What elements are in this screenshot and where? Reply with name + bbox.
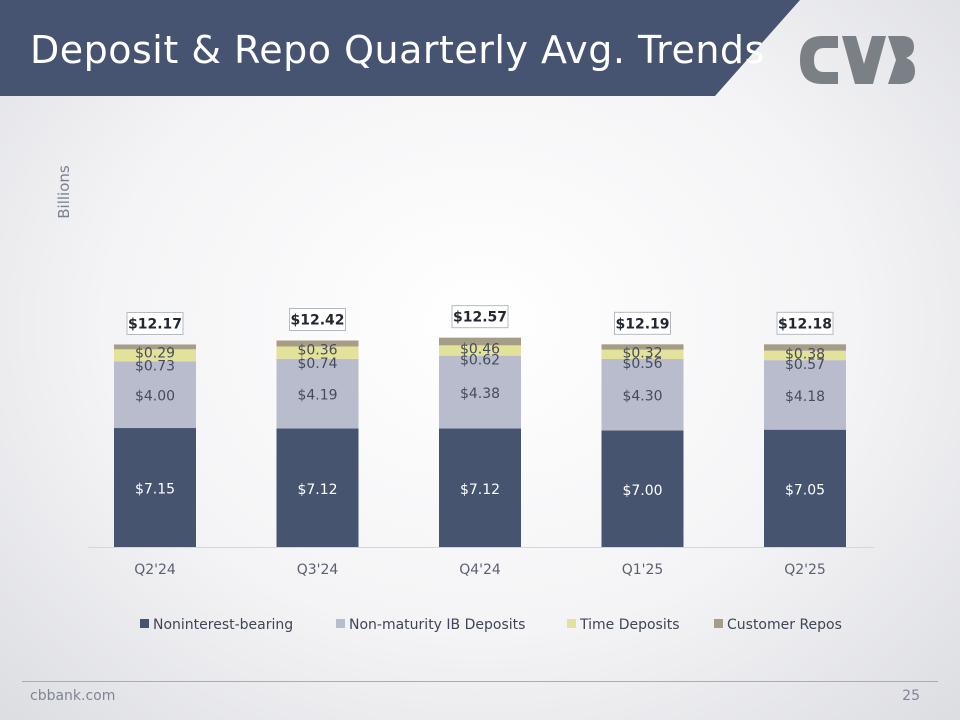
total-label-box-q2-24	[126, 311, 184, 335]
data-label-time-deposits-q2-24: $0.73	[135, 358, 175, 374]
total-label-q2-24: $12.17	[128, 316, 182, 332]
data-label-customer-repos-q4-24: $0.46	[460, 341, 500, 357]
x-tick-q3-24: Q3'24	[297, 562, 339, 578]
data-label-non-maturity-ib-deposits-q3-24: $4.19	[297, 388, 337, 404]
bar-noninterest-bearing-q1-25	[601, 430, 684, 547]
bar-non-maturity-ib-deposits-q3-24	[276, 358, 359, 429]
data-label-customer-repos-q2-24: $0.29	[135, 345, 175, 361]
x-tick-q2-24: Q2'24	[134, 562, 176, 578]
bar-customer-repos-q3-24	[276, 340, 359, 347]
total-label-q3-24: $12.42	[290, 312, 344, 328]
y-axis-label: Billions	[55, 165, 73, 219]
data-label-non-maturity-ib-deposits-q2-24: $4.00	[135, 389, 175, 405]
bar-time-deposits-q4-24	[439, 345, 521, 356]
legend-swatch-non-maturity-ib-deposits	[336, 619, 345, 628]
total-label-box-q4-24	[451, 305, 509, 329]
page-number: 25	[902, 688, 920, 704]
data-label-non-maturity-ib-deposits-q1-25: $4.30	[622, 389, 662, 405]
legend-swatch-noninterest-bearing	[140, 619, 149, 628]
bar-noninterest-bearing-q3-24	[276, 428, 359, 547]
total-label-q1-25: $12.19	[615, 316, 669, 332]
bar-customer-repos-q2-24	[114, 344, 196, 350]
footer-url: cbbank.com	[30, 688, 116, 704]
total-label-box-q3-24	[289, 307, 346, 331]
bar-non-maturity-ib-deposits-q1-25	[601, 358, 684, 431]
legend-swatch-customer-repos	[714, 619, 723, 628]
bar-customer-repos-q2-25	[764, 344, 846, 351]
data-label-noninterest-bearing-q2-25: $7.05	[785, 482, 825, 498]
bar-noninterest-bearing-q2-24	[114, 428, 196, 547]
bar-time-deposits-q3-24	[276, 346, 359, 359]
bar-customer-repos-q4-24	[439, 337, 521, 346]
legend-swatch-time-deposits	[567, 619, 576, 628]
bar-time-deposits-q2-25	[764, 350, 846, 361]
data-label-time-deposits-q1-25: $0.56	[622, 356, 662, 372]
footer-divider	[22, 681, 938, 682]
x-tick-q2-25: Q2'25	[784, 562, 826, 578]
data-label-time-deposits-q3-24: $0.74	[297, 356, 337, 372]
data-label-non-maturity-ib-deposits-q2-25: $4.18	[785, 389, 825, 405]
legend-label-noninterest-bearing: Noninterest-bearing	[153, 617, 293, 633]
x-tick-q4-24: Q4'24	[459, 562, 501, 578]
data-label-customer-repos-q1-25: $0.32	[622, 346, 662, 362]
data-label-noninterest-bearing-q3-24: $7.12	[297, 482, 337, 498]
bar-time-deposits-q1-25	[601, 349, 684, 359]
data-label-noninterest-bearing-q1-25: $7.00	[622, 483, 662, 499]
data-label-non-maturity-ib-deposits-q4-24: $4.38	[460, 386, 500, 402]
bar-customer-repos-q1-25	[601, 344, 684, 350]
data-label-customer-repos-q3-24: $0.36	[297, 342, 337, 358]
data-label-noninterest-bearing-q2-24: $7.15	[135, 482, 175, 498]
cvb-logo-icon	[800, 36, 915, 84]
bar-noninterest-bearing-q4-24	[439, 428, 521, 547]
total-label-q4-24: $12.57	[453, 310, 507, 326]
total-label-q2-25: $12.18	[778, 316, 832, 332]
bar-non-maturity-ib-deposits-q2-25	[764, 360, 846, 430]
data-label-noninterest-bearing-q4-24: $7.12	[460, 482, 500, 498]
data-label-time-deposits-q2-25: $0.57	[785, 357, 825, 373]
bar-time-deposits-q2-24	[114, 349, 196, 362]
bar-noninterest-bearing-q2-25	[764, 429, 846, 547]
bar-non-maturity-ib-deposits-q2-24	[114, 361, 196, 429]
slide-title: Deposit & Repo Quarterly Avg. Trends	[30, 28, 765, 72]
data-label-time-deposits-q4-24: $0.62	[460, 353, 500, 369]
x-tick-q1-25: Q1'25	[622, 562, 664, 578]
bar-non-maturity-ib-deposits-q4-24	[439, 355, 521, 429]
total-label-box-q2-25	[776, 311, 834, 335]
legend-label-non-maturity-ib-deposits: Non-maturity IB Deposits	[349, 617, 525, 633]
data-label-customer-repos-q2-25: $0.38	[785, 347, 825, 363]
title-banner	[0, 0, 800, 96]
legend-label-customer-repos: Customer Repos	[727, 617, 842, 633]
total-label-box-q1-25	[614, 311, 671, 335]
legend-label-time-deposits: Time Deposits	[579, 617, 680, 633]
